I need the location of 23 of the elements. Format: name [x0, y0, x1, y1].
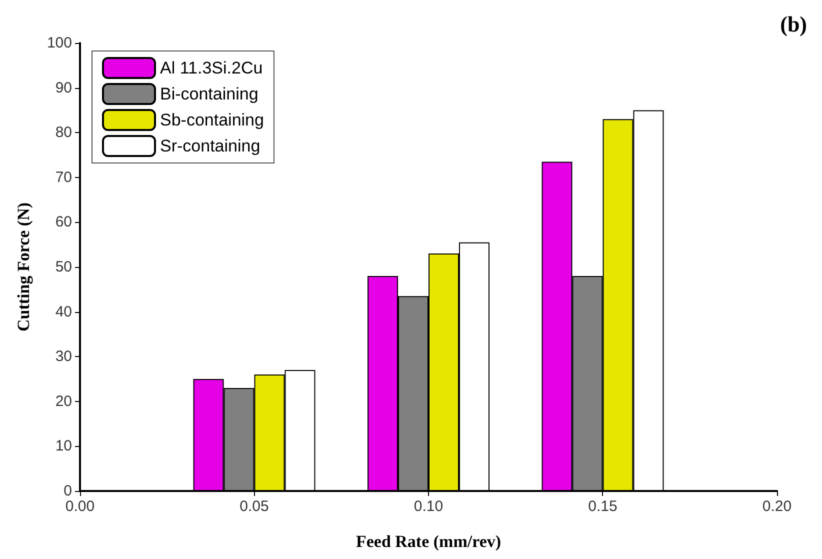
y-tick-label: 90 [55, 79, 72, 96]
y-axis-title: Cutting Force (N) [14, 202, 33, 332]
chart-title: (b) [780, 12, 808, 36]
y-tick-label: 40 [55, 303, 72, 320]
x-tick-label: 0.00 [65, 498, 95, 515]
y-tick-label: 0 [64, 482, 72, 500]
x-tick-label: 0.20 [762, 498, 792, 515]
y-tick-label: 10 [55, 438, 72, 455]
x-tick-label: 0.15 [588, 498, 618, 515]
legend-label: Al 11.3Si.2Cu [160, 58, 263, 78]
x-tick-label: 0.10 [414, 498, 444, 515]
x-tick-label: 0.05 [240, 498, 269, 515]
x-axis-title: Feed Rate (mm/rev) [356, 532, 502, 551]
y-tick-label: 60 [55, 214, 72, 231]
y-tick-label: 30 [55, 348, 72, 366]
y-tick-label: 80 [55, 124, 72, 142]
legend-label: Bi-containing [160, 84, 258, 104]
y-tick-label: 100 [46, 34, 72, 52]
y-tick-label: 50 [55, 258, 72, 276]
y-tick-label: 20 [55, 392, 72, 410]
legend-label: Sb-containing [160, 110, 264, 130]
y-tick-label: 70 [55, 168, 72, 186]
legend-label: Sr-containing [160, 136, 260, 156]
